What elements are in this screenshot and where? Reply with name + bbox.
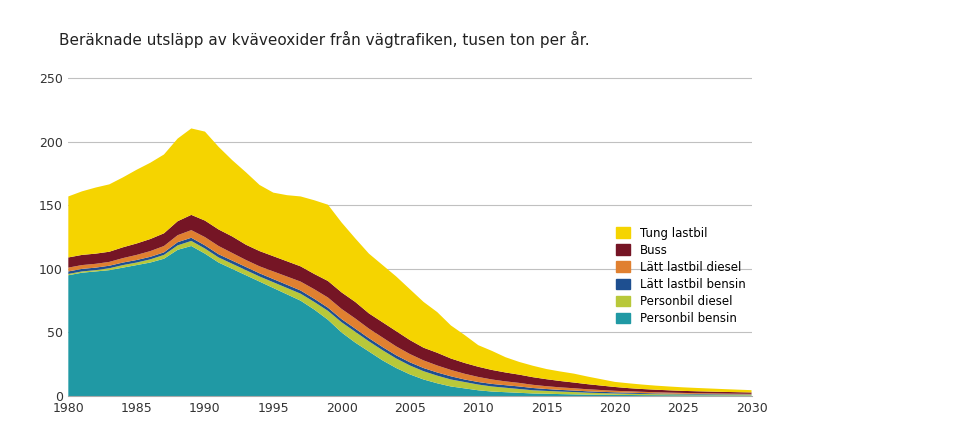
Text: Beräknade utsläpp av kväveoxider från vägtrafiken, tusen ton per år.: Beräknade utsläpp av kväveoxider från vä… xyxy=(59,31,590,48)
Legend: Tung lastbil, Buss, Lätt lastbil diesel, Lätt lastbil bensin, Personbil diesel, : Tung lastbil, Buss, Lätt lastbil diesel,… xyxy=(616,227,746,325)
